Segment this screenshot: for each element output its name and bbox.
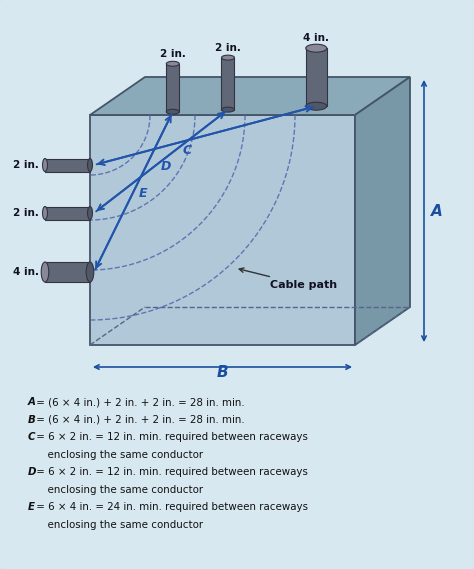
Polygon shape xyxy=(166,64,179,112)
Ellipse shape xyxy=(221,55,235,60)
Polygon shape xyxy=(45,262,90,282)
Polygon shape xyxy=(45,207,90,220)
Text: D: D xyxy=(28,467,36,477)
Text: C: C xyxy=(182,144,191,157)
Polygon shape xyxy=(355,77,410,345)
Text: A: A xyxy=(28,397,36,407)
Ellipse shape xyxy=(41,262,49,282)
Text: 2 in.: 2 in. xyxy=(160,49,186,59)
Text: A: A xyxy=(431,204,443,218)
Text: Cable path: Cable path xyxy=(239,268,337,290)
Text: 2 in.: 2 in. xyxy=(13,160,39,170)
Text: 4 in.: 4 in. xyxy=(13,267,39,277)
Polygon shape xyxy=(221,57,235,110)
Ellipse shape xyxy=(306,102,327,110)
Polygon shape xyxy=(90,115,355,345)
Text: E: E xyxy=(139,187,147,200)
Text: enclosing the same conductor: enclosing the same conductor xyxy=(28,484,203,494)
Ellipse shape xyxy=(43,159,47,171)
Text: 2 in.: 2 in. xyxy=(13,208,39,218)
Text: = 6 × 2 in. = 12 in. min. required between raceways: = 6 × 2 in. = 12 in. min. required betwe… xyxy=(33,432,308,442)
Text: = 6 × 2 in. = 12 in. min. required between raceways: = 6 × 2 in. = 12 in. min. required betwe… xyxy=(33,467,308,477)
Ellipse shape xyxy=(43,207,47,220)
Text: B: B xyxy=(217,365,228,380)
Ellipse shape xyxy=(88,207,92,220)
Text: enclosing the same conductor: enclosing the same conductor xyxy=(28,450,203,460)
Ellipse shape xyxy=(221,107,235,112)
Text: 2 in.: 2 in. xyxy=(215,43,241,52)
Text: D: D xyxy=(161,160,171,173)
Text: E: E xyxy=(28,502,35,512)
Ellipse shape xyxy=(88,159,92,171)
Text: = 6 × 4 in. = 24 in. min. required between raceways: = 6 × 4 in. = 24 in. min. required betwe… xyxy=(33,502,308,512)
Polygon shape xyxy=(306,48,327,106)
Text: B: B xyxy=(28,414,36,424)
Text: = (6 × 4 in.) + 2 in. + 2 in. = 28 in. min.: = (6 × 4 in.) + 2 in. + 2 in. = 28 in. m… xyxy=(33,397,244,407)
Ellipse shape xyxy=(166,61,179,66)
Ellipse shape xyxy=(306,44,327,52)
Polygon shape xyxy=(45,159,90,171)
Text: enclosing the same conductor: enclosing the same conductor xyxy=(28,519,203,530)
Text: C: C xyxy=(28,432,36,442)
Text: = (6 × 4 in.) + 2 in. + 2 in. = 28 in. min.: = (6 × 4 in.) + 2 in. + 2 in. = 28 in. m… xyxy=(33,414,244,424)
Text: 4 in.: 4 in. xyxy=(303,33,329,43)
Polygon shape xyxy=(90,77,410,115)
Ellipse shape xyxy=(86,262,94,282)
Ellipse shape xyxy=(166,109,179,114)
